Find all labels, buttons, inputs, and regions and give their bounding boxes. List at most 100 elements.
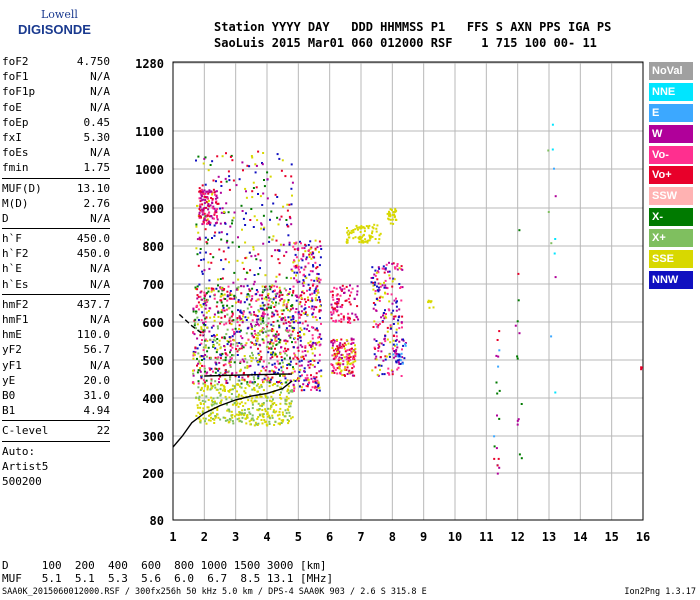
echo-point: [241, 161, 244, 164]
echo-point: [312, 264, 314, 267]
echo-point: [229, 364, 232, 367]
echo-point: [288, 243, 291, 246]
echo-point: [204, 317, 207, 320]
echo-point: [337, 302, 340, 305]
echo-point: [383, 337, 386, 340]
echo-point: [340, 289, 343, 292]
echo-point: [214, 347, 217, 350]
echo-point: [202, 389, 205, 392]
param-label: fxI: [2, 130, 22, 144]
echo-point: [283, 373, 286, 376]
echo-point: [222, 306, 225, 309]
echo-point: [242, 217, 245, 220]
echo-point: [216, 196, 219, 199]
echo-point: [304, 377, 307, 380]
legend-item-vo-: Vo-: [649, 145, 693, 164]
echo-point: [195, 312, 198, 315]
echo-point: [229, 376, 232, 379]
echo-point: [233, 297, 236, 300]
echo-point: [257, 383, 260, 386]
echo-point: [391, 373, 394, 376]
echo-point: [382, 312, 385, 314]
echo-point: [223, 345, 226, 347]
echo-point: [270, 351, 273, 354]
echo-point: [226, 354, 229, 357]
echo-point: [348, 348, 351, 351]
echo-point: [340, 306, 343, 309]
param-value: N/A: [90, 146, 110, 160]
echo-point: [316, 329, 319, 332]
echo-point: [272, 315, 275, 318]
echo-point: [267, 407, 269, 410]
echo-point: [293, 277, 296, 280]
echo-point: [270, 306, 272, 309]
echo-point: [378, 345, 381, 348]
echo-point: [204, 344, 207, 347]
echo-point: [307, 382, 310, 385]
echo-point: [218, 391, 221, 394]
echo-point: [271, 238, 274, 241]
echo-point: [273, 285, 276, 288]
echo-point: [553, 252, 556, 255]
echo-point: [229, 290, 232, 292]
echo-point: [401, 315, 404, 318]
echo-point: [231, 420, 234, 423]
echo-point: [303, 357, 305, 360]
echo-point: [285, 276, 288, 279]
echo-point: [304, 275, 307, 278]
echo-point: [220, 238, 223, 241]
echo-point: [271, 330, 273, 333]
echo-point: [198, 398, 201, 401]
param-value: 437.7: [76, 297, 110, 311]
echo-point: [285, 350, 288, 352]
echo-point: [244, 278, 247, 281]
echo-point: [194, 346, 197, 349]
echo-point: [204, 228, 207, 231]
echo-point: [309, 247, 312, 250]
echo-point: [231, 354, 234, 357]
echo-point: [283, 415, 286, 418]
echo-point: [228, 297, 231, 300]
echo-point: [197, 155, 200, 158]
param-value: N/A: [90, 313, 110, 326]
echo-point: [258, 408, 261, 411]
echo-point: [344, 343, 347, 346]
echo-point: [207, 290, 210, 293]
echo-point: [242, 267, 245, 270]
echo-point: [205, 292, 208, 295]
echo-point: [387, 308, 390, 311]
echo-point: [340, 288, 342, 291]
echo-point: [518, 332, 521, 335]
echo-point: [204, 383, 207, 386]
echo-point: [246, 307, 249, 310]
echo-point: [384, 334, 387, 337]
echo-point: [207, 310, 210, 312]
echo-point: [229, 225, 232, 228]
echo-point: [304, 300, 307, 303]
echo-point: [394, 267, 397, 270]
echo-point: [333, 357, 336, 360]
echo-point: [345, 369, 348, 371]
echo-point: [203, 207, 206, 209]
echo-point: [237, 405, 240, 408]
param-label: h`E: [2, 262, 22, 276]
echo-point: [249, 219, 252, 221]
echo-point: [206, 388, 209, 391]
echo-point: [227, 246, 230, 249]
echo-point: [268, 362, 271, 365]
echo-point: [237, 299, 240, 302]
echo-point: [303, 298, 306, 301]
echo-point: [198, 283, 201, 286]
echo-point: [216, 218, 219, 221]
echo-point: [313, 291, 316, 294]
echo-point: [291, 320, 294, 323]
echo-point: [266, 325, 269, 328]
echo-point: [255, 423, 258, 426]
echo-point: [241, 210, 244, 212]
echo-point: [253, 378, 256, 381]
echo-point: [285, 395, 288, 398]
echo-point: [351, 347, 353, 350]
echo-point: [256, 408, 259, 411]
echo-point: [297, 321, 300, 324]
echo-point: [210, 382, 213, 385]
